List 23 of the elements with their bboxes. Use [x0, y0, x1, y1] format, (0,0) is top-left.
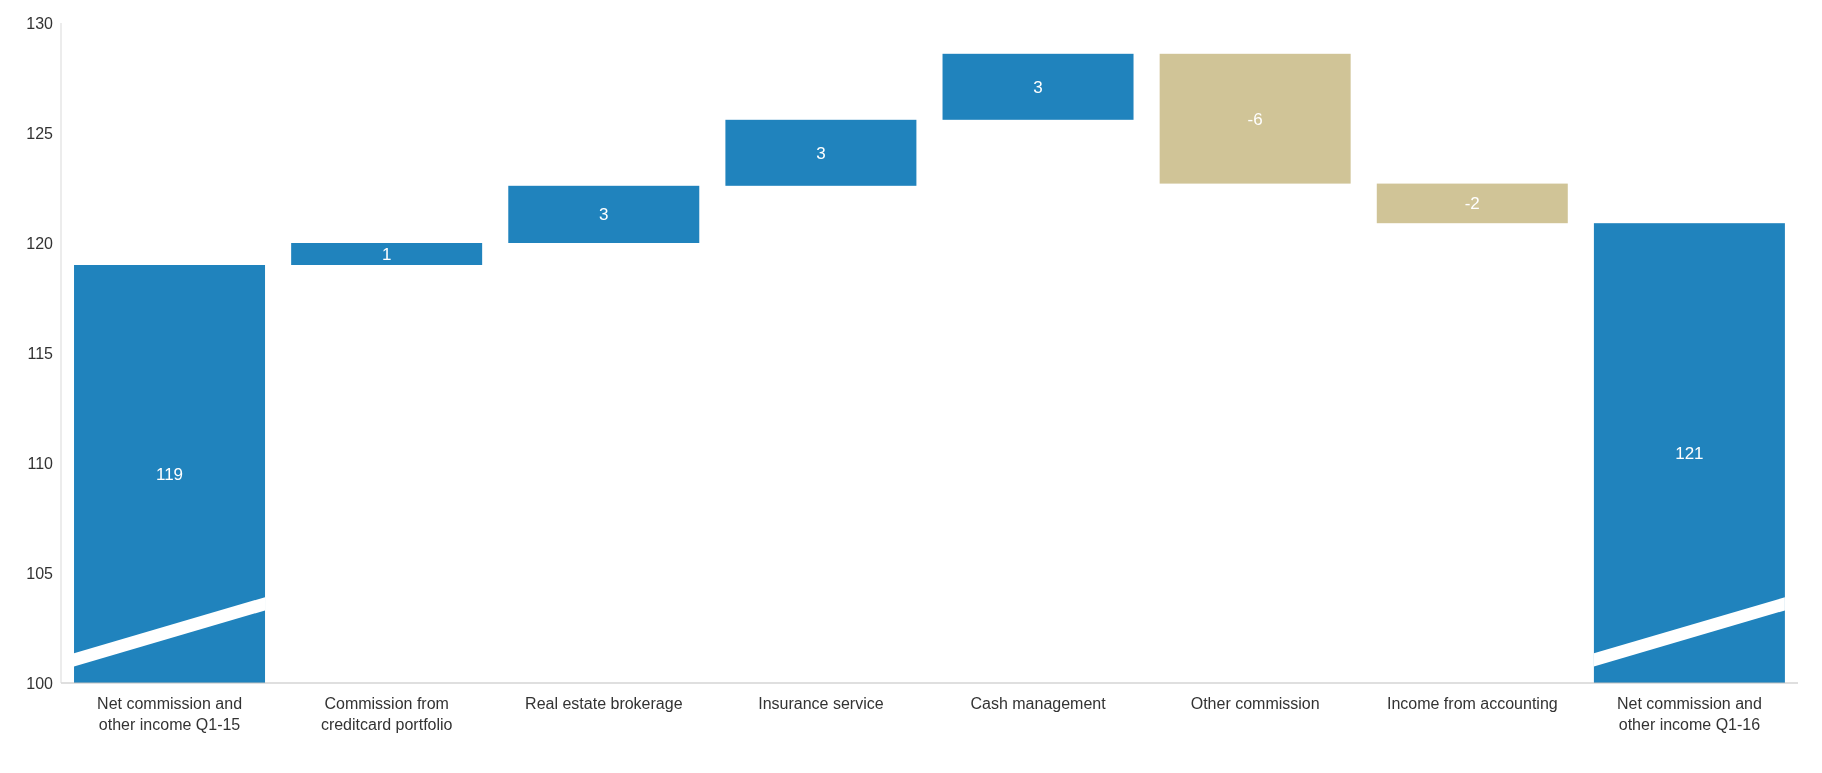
- data-label: 119: [155, 464, 184, 484]
- data-label: 3: [816, 143, 826, 163]
- data-label: -2: [1464, 194, 1480, 214]
- x-tick-label: Cash management: [970, 695, 1107, 712]
- data-label: 1: [381, 244, 392, 264]
- x-tick-label: Net commission and other income Q1-15: [97, 695, 243, 733]
- y-tick-label: 120: [26, 234, 54, 252]
- y-tick-label: 125: [26, 124, 54, 142]
- data-label: 3: [599, 205, 609, 225]
- x-tick-label: Other commission: [1190, 695, 1320, 712]
- data-label: -6: [1247, 109, 1263, 129]
- x-tick-label: Real estate brokerage: [525, 695, 683, 712]
- y-tick-label: 105: [26, 564, 54, 582]
- x-tick-label: Net commission and other income Q1-16: [1616, 695, 1762, 733]
- y-tick-label: 115: [27, 344, 54, 362]
- y-tick-label: 110: [27, 454, 54, 472]
- data-label: 121: [1675, 444, 1704, 464]
- x-tick-label: Commission from creditcard portfolio: [320, 695, 453, 733]
- data-label: 3: [1033, 77, 1043, 97]
- x-tick-label: Insurance service: [758, 695, 884, 712]
- y-tick-label: 130: [26, 14, 54, 32]
- x-tick-label: Income from accounting: [1386, 695, 1558, 712]
- y-tick-label: 100: [26, 674, 54, 692]
